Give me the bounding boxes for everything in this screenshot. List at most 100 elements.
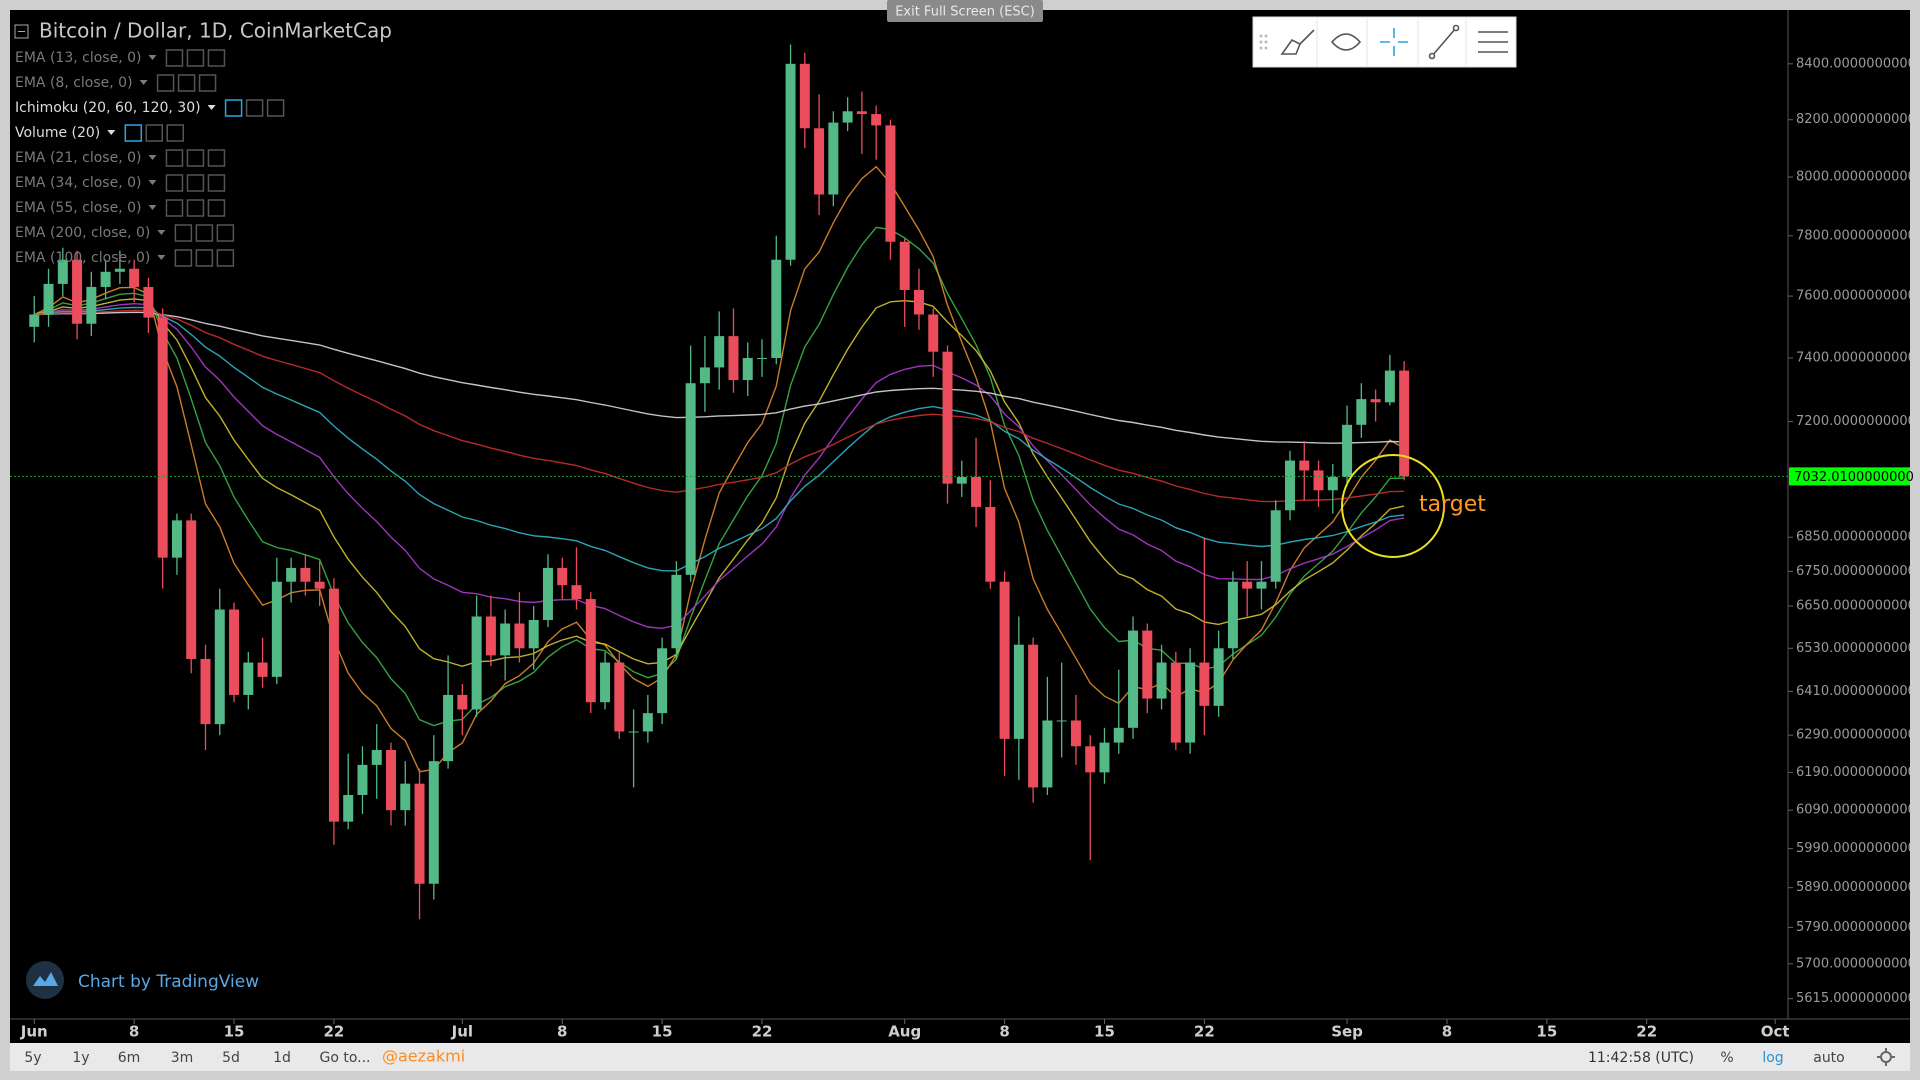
candle-body — [1356, 399, 1367, 425]
indicator-label[interactable]: EMA (8, close, 0) — [15, 75, 133, 91]
crosshair-tool[interactable] — [1380, 28, 1408, 56]
indicator-action-icon[interactable] — [165, 49, 184, 67]
y-tick-label: 6650.0000000000 — [1796, 599, 1916, 614]
y-tick-label: 6750.0000000000 — [1796, 564, 1916, 579]
candle-body — [1327, 477, 1338, 491]
annotation-text: target — [1419, 492, 1486, 517]
indicator-menu-caret[interactable] — [157, 230, 166, 235]
indicator-action-icon[interactable] — [186, 149, 205, 167]
candle-body — [1170, 662, 1181, 743]
indicator-menu-caret[interactable] — [207, 105, 216, 110]
scale-option[interactable]: % — [1720, 1050, 1733, 1066]
indicator-action-icon[interactable] — [186, 49, 205, 67]
indicator-menu-caret[interactable] — [107, 130, 116, 135]
x-tick-label: 15 — [1536, 1023, 1557, 1041]
indicator-menu-caret[interactable] — [139, 80, 148, 85]
settings-gear[interactable] — [1877, 1048, 1895, 1066]
indicator-action-icon[interactable] — [207, 199, 226, 217]
indicator-action-icon[interactable] — [207, 149, 226, 167]
indicator-menu-caret[interactable] — [148, 205, 157, 210]
scale-option[interactable]: auto — [1813, 1050, 1845, 1066]
indicator-action-icon[interactable] — [198, 74, 217, 92]
candle-body — [100, 271, 111, 287]
indicator-action-icon[interactable] — [186, 199, 205, 217]
y-tick-label: 7600.0000000000 — [1796, 289, 1916, 304]
indicator-menu-caret[interactable] — [148, 180, 157, 185]
indicator-action-icon[interactable] — [124, 124, 143, 142]
toolbar-button[interactable]: 5d — [222, 1050, 240, 1066]
indicator-menu-caret[interactable] — [148, 55, 157, 60]
toolbar-button[interactable]: Go to... — [319, 1050, 370, 1066]
tradingview-logo-mark — [33, 972, 58, 986]
candle-body — [485, 616, 496, 656]
indicator-action-icon[interactable] — [174, 249, 193, 267]
candle-body — [871, 114, 882, 126]
indicator-menu-caret[interactable] — [157, 255, 166, 260]
candle-body — [1384, 370, 1395, 403]
toolbar-button[interactable]: 1d — [273, 1050, 291, 1066]
indicator-menu-caret[interactable] — [148, 155, 157, 160]
indicator-action-icon[interactable] — [266, 99, 285, 117]
scale-option[interactable]: log — [1762, 1050, 1783, 1066]
candle-body — [1113, 727, 1124, 743]
indicator-action-icon[interactable] — [166, 124, 185, 142]
indicator-action-icon[interactable] — [195, 224, 214, 242]
x-tick-label: 22 — [1194, 1023, 1215, 1041]
indicator-label[interactable]: EMA (13, close, 0) — [15, 50, 141, 66]
indicator-action-icon[interactable] — [207, 174, 226, 192]
indicator-action-icon[interactable] — [165, 149, 184, 167]
candle-body — [328, 588, 339, 822]
toolbar-button[interactable]: 5y — [24, 1050, 41, 1066]
candle-body — [514, 623, 525, 649]
trendline-tool[interactable] — [1431, 27, 1457, 57]
ema-line — [34, 302, 1405, 630]
candle-body — [628, 731, 639, 733]
candle-body — [357, 764, 368, 795]
indicator-action-icon[interactable] — [165, 174, 184, 192]
indicator-label[interactable]: EMA (21, close, 0) — [15, 150, 141, 166]
indicator-action-icon[interactable] — [145, 124, 164, 142]
indicator-label[interactable]: Volume (20) — [15, 125, 100, 141]
candle-body — [685, 383, 696, 575]
exit-fullscreen-button[interactable] — [887, 0, 1043, 22]
indicator-action-icon[interactable] — [186, 174, 205, 192]
tradingview-logo[interactable] — [26, 961, 64, 999]
username: @aezakmi — [382, 1047, 465, 1066]
indicator-action-icon[interactable] — [224, 99, 243, 117]
indicator-action-icon[interactable] — [216, 249, 235, 267]
toolbar-button[interactable]: 1y — [72, 1050, 89, 1066]
brush-tool[interactable] — [1280, 29, 1315, 55]
x-tick-label: 8 — [999, 1023, 1009, 1041]
indicator-label[interactable]: EMA (55, close, 0) — [15, 200, 141, 216]
toolbar-button[interactable]: 6m — [118, 1050, 141, 1066]
indicator-label[interactable]: EMA (34, close, 0) — [15, 175, 141, 191]
fib-tool[interactable] — [1478, 31, 1508, 53]
indicator-action-icon[interactable] — [245, 99, 264, 117]
candle-body — [471, 616, 482, 710]
y-tick-label: 7200.0000000000 — [1796, 414, 1916, 429]
clock: 11:42:58 (UTC) — [1588, 1050, 1694, 1066]
branding-link[interactable]: Chart by TradingView — [78, 972, 259, 992]
indicator-action-icon[interactable] — [216, 224, 235, 242]
indicator-label[interactable]: EMA (200, close, 0) — [15, 225, 150, 241]
candle-body — [557, 567, 568, 586]
indicator-label[interactable]: EMA (100, close, 0) — [15, 250, 150, 266]
candle-body — [1199, 662, 1210, 706]
candle-body — [799, 63, 810, 129]
indicator-action-icon[interactable] — [165, 199, 184, 217]
candle-body — [43, 283, 54, 315]
indicator-action-icon[interactable] — [195, 249, 214, 267]
toolbar-button[interactable]: 3m — [171, 1050, 194, 1066]
collapse-icon[interactable] — [14, 24, 29, 39]
indicator-label[interactable]: Ichimoku (20, 60, 120, 30) — [15, 100, 201, 116]
x-tick-label: Oct — [1761, 1023, 1790, 1041]
indicator-action-icon[interactable] — [174, 224, 193, 242]
indicator-action-icon[interactable] — [207, 49, 226, 67]
bottom-toolbar-items: 5y 1y 6m 3m 5d 1d Go to...% log auto — [24, 1050, 1844, 1066]
shape-tool[interactable] — [1330, 33, 1362, 51]
indicator-action-icon[interactable] — [177, 74, 196, 92]
x-tick-label: Sep — [1331, 1023, 1363, 1041]
x-tick-label: 22 — [323, 1023, 344, 1041]
indicator-action-icon[interactable] — [156, 74, 175, 92]
candle-body — [1213, 648, 1224, 706]
